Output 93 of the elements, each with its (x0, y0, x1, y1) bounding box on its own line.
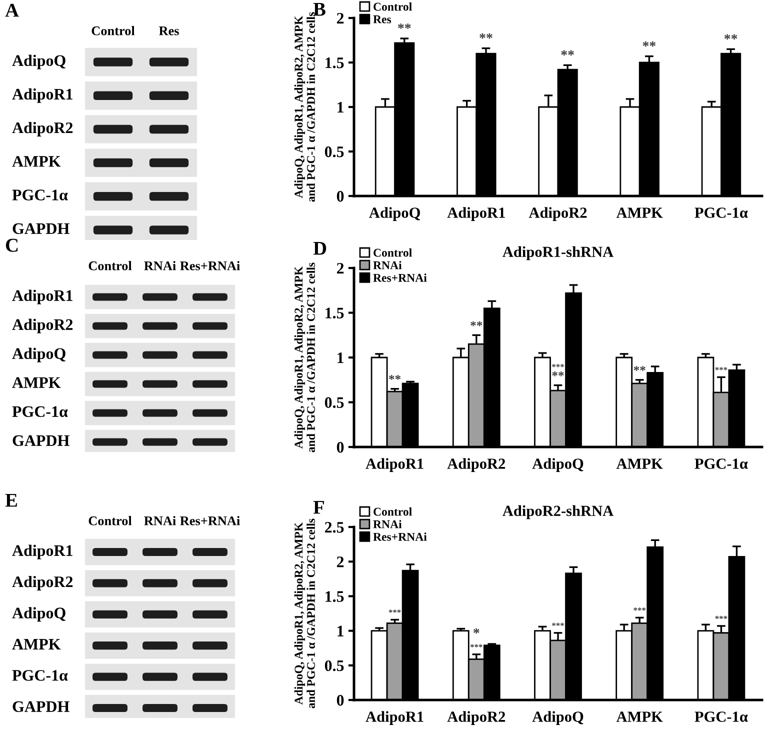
legend-label: Control (374, 248, 412, 257)
annotation: *** (552, 364, 564, 368)
legend-label: RNAi (373, 520, 402, 528)
y-tick-label: 1 (338, 352, 344, 364)
category-label: PGC-1α (12, 190, 68, 200)
chart-title: AdipoR1-shRNA (502, 246, 614, 260)
category-label: AdipoR1 (12, 544, 72, 560)
category-label: Res+RNAi (180, 516, 240, 526)
legend-label: RNAi (373, 260, 402, 270)
category-label: Control (88, 261, 132, 270)
y-tick-label: 2 (336, 12, 344, 24)
y-tick-label: 0.5 (324, 660, 344, 672)
x-tick-label: PGC-1α (694, 208, 748, 218)
text: E (5, 494, 17, 507)
category-label: Res (158, 26, 179, 36)
category-label: PGC-1α (12, 670, 68, 681)
chart-title: AdipoR2-shRNA (502, 505, 614, 520)
y-tick-label: 1.5 (326, 591, 344, 602)
y-tick-label: 1.5 (326, 308, 344, 319)
annotation: ** (634, 366, 646, 371)
y-tick-label: 0.5 (324, 397, 344, 408)
text: B (313, 2, 326, 16)
category-label: GAPDH (12, 701, 70, 712)
category-label: AdipoQ (12, 607, 66, 622)
category-label: AdipoQ (12, 54, 66, 70)
x-tick-label: AdipoQ (369, 207, 420, 221)
annotation: ** (561, 50, 574, 56)
annotation: *** (552, 622, 564, 626)
legend-label: Res+RNAi (373, 532, 427, 541)
x-tick-label: AdipoR2 (447, 711, 506, 725)
annotation: *** (470, 644, 482, 648)
annotation: ** (470, 321, 482, 326)
y-axis-title: AdipoQ, AdipoR1, AdipoR2, AMPK and PGC-1 α /GAPDH in C2C12 cells (294, 12, 315, 202)
y-axis-title: AdipoQ, AdipoR1, AdipoR2, AMPK and PGC-1 α /GAPDH in C2C12 cells (294, 262, 315, 452)
y-tick-label: 0 (336, 442, 344, 453)
annotation: *** (634, 608, 646, 611)
category-label: AMPK (12, 638, 61, 650)
annotation: ** (389, 375, 401, 380)
category-label: AdipoR1 (12, 290, 72, 304)
category-label: GAPDH (12, 223, 70, 234)
category-label: AdipoR1 (12, 88, 72, 103)
text: D (313, 242, 326, 255)
x-tick-label: AdipoR1 (366, 711, 424, 725)
legend-label: Control (374, 2, 412, 11)
y-tick-label: 0 (336, 694, 344, 706)
y-tick-label: 0.5 (324, 146, 344, 158)
annotation: *** (715, 616, 728, 620)
x-tick-label: AMPK (616, 712, 663, 722)
annotation: ** (552, 371, 564, 376)
text: F (313, 500, 324, 514)
x-tick-label: AMPK (616, 208, 663, 218)
y-tick-label: 1 (338, 102, 344, 113)
x-tick-label: AdipoR2 (447, 458, 506, 472)
y-tick-label: 2.5 (324, 522, 344, 533)
y-axis-title: AdipoQ, AdipoR1, AdipoR2, AMPK and PGC-1 α /GAPDH in C2C12 cells (294, 518, 315, 708)
annotation: ** (642, 41, 656, 47)
annotation: ** (724, 34, 738, 40)
y-tick-label: 0 (336, 190, 344, 202)
x-tick-label: AdipoQ (532, 458, 584, 472)
category-label: AMPK (12, 377, 61, 388)
category-label: RNAi (144, 516, 176, 526)
category-label: Control (88, 516, 132, 526)
category-label: AMPK (12, 156, 61, 167)
y-tick-label: 1.5 (326, 57, 344, 68)
annotation: *** (715, 367, 728, 370)
category-label: AdipoR2 (12, 576, 73, 590)
x-tick-label: AdipoQ (532, 711, 584, 725)
text: C (6, 238, 18, 252)
y-tick-label: 1 (338, 626, 344, 636)
annotation: ** (398, 24, 411, 29)
x-tick-label: AMPK (616, 458, 663, 469)
annotation: ** (480, 33, 492, 39)
category-label: Res+RNAi (180, 261, 240, 270)
x-tick-label: AdipoR2 (528, 207, 587, 221)
category-label: Control (92, 26, 135, 36)
category-label: GAPDH (12, 435, 70, 446)
x-tick-label: PGC-1α (694, 458, 748, 469)
category-label: PGC-1α (12, 406, 68, 417)
legend-label: Control (374, 507, 412, 516)
category-label: AdipoR2 (12, 318, 73, 334)
category-label: AdipoQ (12, 348, 66, 362)
legend-label: Res+RNAi (373, 274, 427, 282)
category-label: AdipoR2 (12, 122, 73, 136)
text: A (5, 4, 19, 17)
annotation: *** (388, 610, 401, 613)
x-tick-label: PGC-1α (694, 712, 748, 722)
legend-label: Res (373, 15, 392, 24)
x-tick-label: AdipoR1 (447, 207, 505, 221)
y-tick-label: 2 (336, 262, 344, 274)
y-tick-label: 2 (336, 556, 344, 568)
annotation: * (474, 628, 480, 634)
category-label: RNAi (144, 261, 176, 270)
x-tick-label: AdipoR1 (366, 458, 424, 472)
